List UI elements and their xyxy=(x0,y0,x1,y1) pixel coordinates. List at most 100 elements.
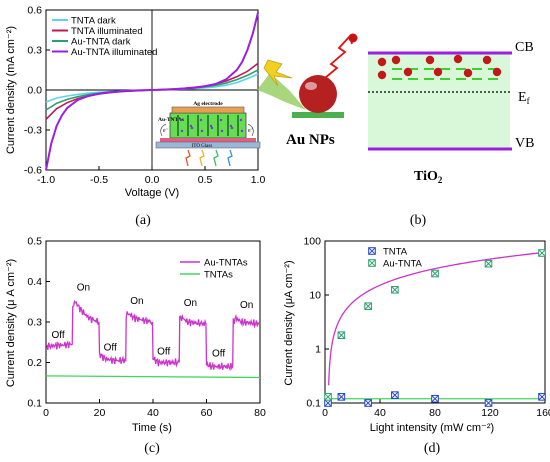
panel-d-fit-au-tnta xyxy=(328,252,543,386)
panel-a-x-axis-label: Voltage (V) xyxy=(125,187,179,199)
panel-c-series-au-tntas xyxy=(45,299,261,372)
inset-electron-label-left: e⁻ xyxy=(163,128,169,134)
inset-nanotube xyxy=(207,115,209,136)
hot-electron-arrow xyxy=(324,34,353,79)
panel-a-device-inset: Ag electrode Au-TNTAs ITO Glass e⁻ e⁻ xyxy=(155,101,261,167)
light-beam xyxy=(257,73,306,110)
panel-a-legend-label: Au-TNTA dark xyxy=(71,36,131,47)
electron-dot xyxy=(482,55,492,65)
marker-cross xyxy=(391,286,399,294)
panel-c-y-axis-label: Current density (μ A cm⁻²) xyxy=(5,259,17,387)
panel-d-point-tnta xyxy=(431,394,439,403)
panel-c-y-tick-label: 0.3 xyxy=(27,317,42,329)
inset-electrode-label: Ag electrode xyxy=(193,101,223,107)
panel-d-point-tnta xyxy=(391,391,399,399)
panel-d-x-tick-label: 40 xyxy=(374,407,386,419)
tio2-region xyxy=(368,53,510,149)
panel-d-y-axis-label: Current density (μA cm⁻²) xyxy=(283,260,295,385)
panel-a-x-tick-label: -1.0 xyxy=(37,174,55,186)
inset-arrow-left xyxy=(160,123,167,137)
panel-a-y-tick-label: 0.3 xyxy=(27,45,42,57)
electron-dot xyxy=(377,70,387,80)
inset-electron-label-right: e⁻ xyxy=(248,128,254,134)
cb-label: CB xyxy=(515,40,534,55)
inset-ag-electrode xyxy=(171,106,245,114)
panel-a-x-tick-label: 1.0 xyxy=(251,174,266,186)
panel-a-y-tick-label: -0.3 xyxy=(24,125,42,137)
panel-d-x-tick-label: 160 xyxy=(536,407,550,419)
marker-cross xyxy=(391,391,399,399)
inset-au-particle xyxy=(179,118,183,122)
panel-a-label: (a) xyxy=(135,213,151,228)
panel-a-legend-label: TNTA illuminated xyxy=(71,26,143,37)
inset-substrate-label: ITO Glass xyxy=(192,144,213,149)
marker-cross xyxy=(324,399,332,407)
marker-cross xyxy=(484,260,493,268)
panel-c-annotation: Off xyxy=(157,346,170,357)
electron-dot xyxy=(391,55,401,65)
marker-cross xyxy=(337,393,346,401)
electron-dot xyxy=(433,67,443,77)
lightning-icon xyxy=(263,59,293,87)
panel-a-y-tick-label: 0.0 xyxy=(27,85,42,97)
electron-dot xyxy=(492,67,502,77)
inset-nanotube xyxy=(237,115,239,136)
electron-dot xyxy=(463,68,473,78)
panel-c-annotation: On xyxy=(130,296,143,307)
panel-a-y-tick-label: -0.6 xyxy=(24,165,42,177)
inset-au-particle xyxy=(229,124,233,128)
inset-ito-layer xyxy=(160,138,256,142)
electron-dot xyxy=(403,67,413,77)
electron-dot xyxy=(453,54,463,64)
panel-a-legend-label: TNTA dark xyxy=(71,15,116,26)
panel-c-x-axis-label: Time (s) xyxy=(132,422,172,434)
inset-arrow-right xyxy=(247,123,254,137)
marker-cross xyxy=(364,302,372,310)
panel-c-annotation: Off xyxy=(104,342,117,353)
panel-d-point-au-tnta xyxy=(484,259,493,268)
panel-b-label: (b) xyxy=(410,213,427,228)
panel-d-point-au-tnta xyxy=(391,285,399,294)
electron-dot xyxy=(425,55,435,65)
marker-cross xyxy=(364,399,372,407)
panel-c-label: (c) xyxy=(144,441,160,456)
panel-d-intensity-chart: Current density (μA cm⁻²) Light intensit… xyxy=(283,236,550,457)
inset-au-particle xyxy=(210,126,214,130)
panel-d-x-tick-label: 120 xyxy=(481,407,499,419)
au-nps-label: Au NPs xyxy=(286,132,335,148)
panel-a-x-tick-label: 0.5 xyxy=(198,174,213,186)
panel-c-annotation: Off xyxy=(51,330,64,341)
inset-au-particle xyxy=(239,118,243,122)
inset-nanotube xyxy=(177,115,179,136)
inset-au-particle xyxy=(200,129,204,133)
panel-a-legend-label: Au-TNTA illuminated xyxy=(71,47,157,58)
panel-d-x-tick-label: 0 xyxy=(322,407,328,419)
marker-cross xyxy=(324,393,332,401)
vb-label: VB xyxy=(515,136,534,151)
panel-c-x-tick-label: 40 xyxy=(147,407,159,419)
inset-au-particle xyxy=(190,126,194,130)
panel-d-point-tnta xyxy=(364,399,372,407)
panel-d-point-au-tnta xyxy=(324,393,332,401)
panel-a-y-tick-label: 0.6 xyxy=(27,5,42,17)
panel-d-point-au-tnta xyxy=(431,269,439,278)
inset-au-particle xyxy=(230,126,234,130)
panel-a-x-tick-label: 0.0 xyxy=(145,174,160,186)
tio2-label: TiO2 xyxy=(414,169,443,185)
panel-d-point-tnta xyxy=(337,393,346,401)
panel-c-x-tick-label: 80 xyxy=(254,407,266,419)
panel-a-x-tick-label: -0.5 xyxy=(90,174,108,186)
panel-c-annotation: On xyxy=(77,282,90,293)
panel-c-y-tick-label: 0.5 xyxy=(27,236,42,248)
panel-d-point-au-tnta xyxy=(538,249,546,257)
panel-a-jv-chart: Current density (mA cm⁻²) Voltage (V) -1… xyxy=(5,5,265,229)
panel-d-legend-label: TNTA xyxy=(383,247,408,258)
electron-dot xyxy=(377,57,387,67)
panel-d-point-au-tnta xyxy=(337,331,346,340)
panel-d-point-tnta xyxy=(538,393,546,401)
panel-d-point-tnta xyxy=(324,399,332,407)
inset-nanotube xyxy=(187,115,189,136)
inset-au-particle xyxy=(219,118,223,122)
inset-nanotube xyxy=(227,115,229,136)
